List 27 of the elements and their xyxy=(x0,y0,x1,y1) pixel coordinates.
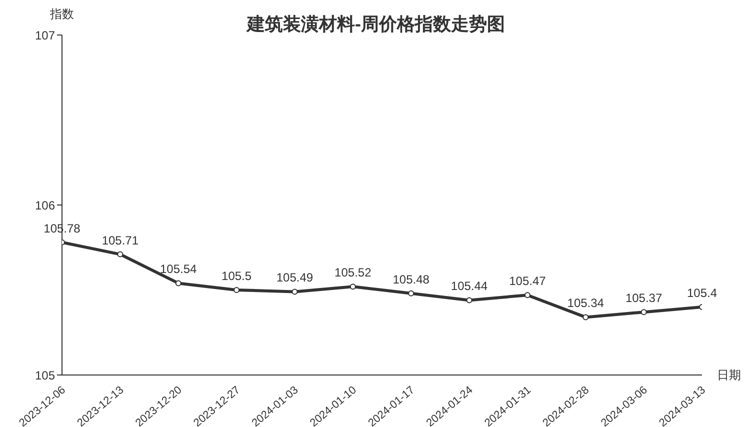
point xyxy=(582,314,589,320)
data-label: 105.71 xyxy=(102,233,139,248)
data-label: 105.52 xyxy=(334,266,372,280)
data-label: 105.47 xyxy=(509,274,546,288)
data-label: 105.5 xyxy=(222,269,252,283)
data-label: 105.48 xyxy=(392,272,430,286)
data-label: 105.4 xyxy=(686,286,718,300)
point xyxy=(292,288,298,295)
data-label: 105.34 xyxy=(567,296,604,310)
data-label: 105.44 xyxy=(450,279,488,294)
data-label: 105.49 xyxy=(276,270,314,285)
data-label: 105.37 xyxy=(625,291,662,306)
y-axis-title: 指数 xyxy=(50,6,74,23)
point xyxy=(408,290,414,296)
x-axis-title: 日期 xyxy=(717,367,741,384)
data-label: 105.54 xyxy=(160,262,198,276)
y-tick-label: 107 xyxy=(34,28,56,42)
point xyxy=(350,284,356,290)
point xyxy=(234,287,240,293)
point xyxy=(117,251,124,258)
y-tick-label: 105 xyxy=(34,368,56,382)
point xyxy=(466,297,472,304)
point xyxy=(175,280,182,286)
point xyxy=(524,292,530,298)
y-tick-label: 106 xyxy=(34,198,56,212)
point xyxy=(640,309,647,316)
chart-title: 建筑装潢材料-周价格指数走势图 xyxy=(247,14,505,34)
